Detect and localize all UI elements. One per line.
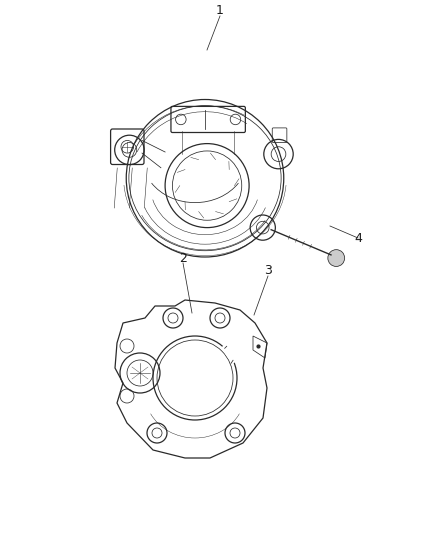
Text: 4: 4 [354,231,362,245]
Text: 3: 3 [264,264,272,278]
Text: 2: 2 [179,252,187,264]
Text: 1: 1 [216,4,224,17]
Circle shape [328,249,345,266]
